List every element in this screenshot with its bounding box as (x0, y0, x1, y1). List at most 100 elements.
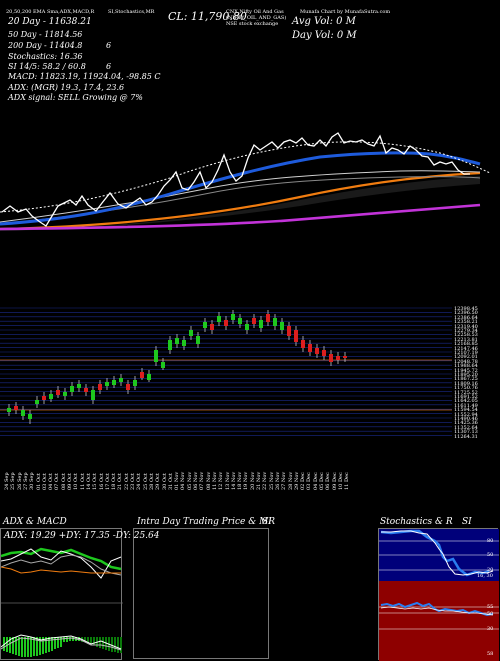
date-label: 07 Nov (199, 471, 206, 490)
candle (105, 378, 109, 390)
plus-dy-line (1, 548, 122, 579)
date-label: 14 Oct (85, 473, 92, 490)
price-level-label: 11945.72 (454, 367, 478, 374)
price-level-label: 11552.94 (454, 411, 478, 418)
candle (161, 358, 165, 370)
date-label: 25 Nov (268, 471, 275, 490)
candle (77, 380, 81, 392)
price-level-label: 11895.20 (454, 372, 478, 378)
candle-body (147, 374, 151, 380)
date-label: 07 Oct (54, 473, 61, 490)
date-label: 21 Oct (117, 473, 124, 490)
candle-body (140, 372, 144, 378)
candle-body (252, 318, 256, 324)
price-level-label: 11425.36 (454, 420, 478, 427)
macd-bar (87, 637, 89, 643)
macd-bar (48, 637, 50, 652)
candle (308, 340, 312, 356)
date-label: 30 Oct (161, 473, 168, 490)
munafa-credit: Munafa Chart by MunafaSutra.com (300, 9, 391, 15)
stoch-tick-20: 20 (487, 567, 494, 573)
macd-bar (15, 637, 17, 655)
ema20-line (1, 132, 470, 227)
candle-body (203, 322, 207, 328)
stoch-tick-80: 80 (487, 538, 494, 544)
macd-bar (63, 637, 65, 642)
price-level-label: 11867.25 (454, 376, 478, 383)
candle (42, 392, 46, 404)
adx-readout: ADX: (MGR) 19.3, 17.4, 23.6 (8, 83, 125, 92)
candle (210, 320, 214, 334)
candle-body (63, 392, 67, 396)
price-level-label: 11691.52 (454, 394, 478, 400)
candle-body (231, 314, 235, 320)
ema20-value: 20 Day - 11638.21 (8, 17, 92, 27)
price-level-label: 11307.13 (454, 429, 478, 436)
macd-bar (33, 637, 35, 656)
date-label: 29 Nov (293, 471, 300, 490)
title-tiny-2: (NIFTY_OIL_AND_GAS) (226, 15, 287, 21)
candle-body (49, 394, 53, 399)
candle (175, 334, 179, 348)
candle (245, 320, 249, 334)
adx-macd-chart (1, 547, 123, 657)
candle-body (21, 410, 25, 416)
adx-values: ADX: 19.29 +DY: 17.35 -DY: 25.64 (4, 531, 160, 541)
candle-body (112, 380, 116, 385)
candle-body (91, 390, 95, 400)
candle-body (154, 350, 158, 362)
price-level-label: 12358.21 (454, 319, 478, 326)
macd-bar (9, 637, 11, 653)
date-label: 01 Oct (35, 473, 42, 490)
date-label: 16 Oct (98, 473, 105, 490)
stoch-tick-50: 50 (487, 552, 494, 558)
price-level-label: 12279.34 (454, 328, 478, 334)
candle (322, 346, 326, 360)
stoch-footer: 16, 30 (477, 573, 493, 579)
candle-body (210, 324, 214, 330)
rsi-tick-30: 30 (487, 626, 494, 632)
macd-bar (45, 637, 47, 653)
candle-body (238, 318, 242, 324)
candle (196, 332, 200, 348)
candle-body (273, 318, 277, 326)
candle-body (287, 326, 291, 336)
candle (238, 314, 242, 328)
date-label: 26 Nov (274, 471, 281, 490)
candle (301, 336, 305, 352)
macd-bar (36, 637, 38, 656)
ema200-line (0, 203, 481, 231)
avg-volume: Avg Vol: 0 M (292, 16, 356, 27)
macd-bar (102, 637, 104, 649)
macd-bar (24, 637, 26, 657)
candle-body (217, 316, 221, 322)
candle-body (7, 408, 11, 412)
candle (343, 352, 347, 362)
candle-body (56, 390, 60, 395)
macd-bar (84, 637, 86, 642)
macd-bar (117, 637, 119, 653)
candle-body (336, 356, 340, 360)
stochastics-readout: Stochastics: 16.36 (8, 52, 83, 61)
date-label: 11 Nov (211, 471, 218, 490)
candle (329, 350, 333, 366)
macd-bar (21, 637, 23, 657)
macd-bar (72, 637, 74, 641)
date-label: 30 Sep (29, 472, 36, 490)
stoch-rsi-panel: 80 50 20 16, 30 55 50 30 58 (378, 528, 499, 661)
candle (280, 318, 284, 334)
macd-bar (42, 637, 44, 654)
candle-body (175, 338, 179, 344)
candle-body (133, 380, 137, 386)
date-label: 14 Nov (230, 471, 237, 490)
macd-bar (27, 637, 29, 657)
macd-bar (12, 637, 14, 654)
price-level-label: 11725.52 (454, 389, 478, 396)
adx-green-line (1, 547, 122, 571)
ema50-value: 50 Day - 11814.56 (8, 30, 83, 39)
price-level-label: 12386.64 (454, 314, 478, 321)
candle-body (42, 396, 46, 400)
minus-dy-line (1, 554, 122, 576)
date-label: 09 Dec (331, 472, 338, 490)
price-level-label: 12319.40 (454, 323, 478, 330)
